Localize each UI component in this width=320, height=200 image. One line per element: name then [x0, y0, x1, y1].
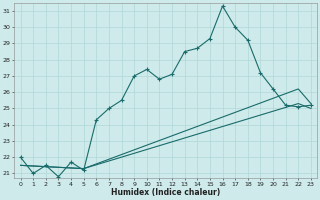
X-axis label: Humidex (Indice chaleur): Humidex (Indice chaleur): [111, 188, 220, 197]
